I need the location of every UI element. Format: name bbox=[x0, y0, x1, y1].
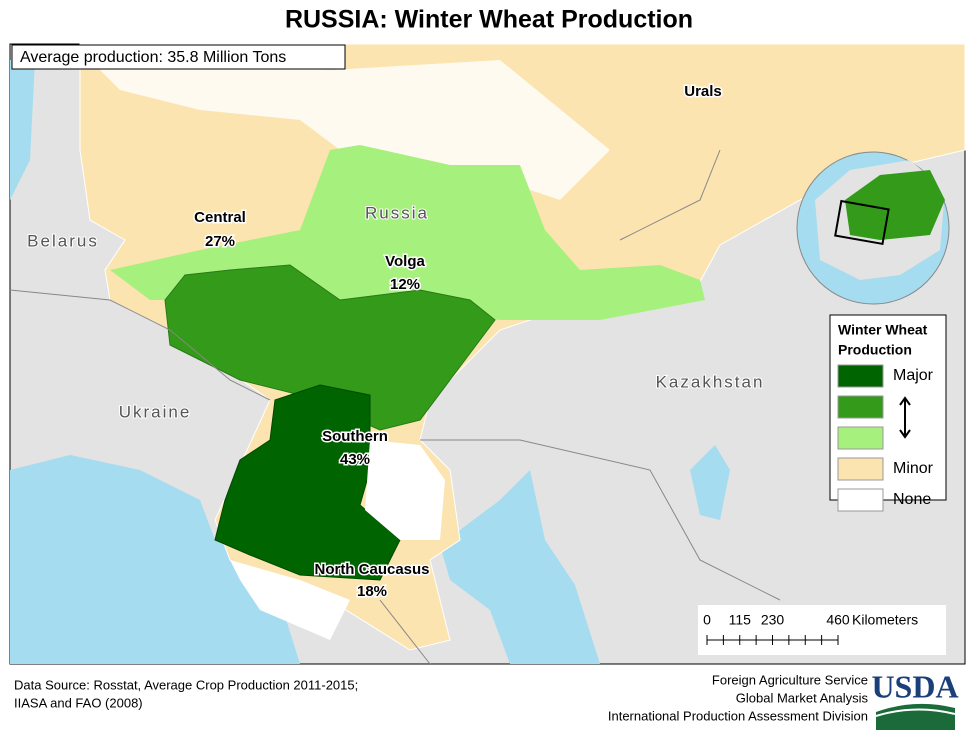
title: RUSSIA: Winter Wheat Production bbox=[285, 6, 693, 34]
source: IIASA and FAO (2008) bbox=[14, 695, 143, 710]
logo-text: USDA bbox=[871, 668, 958, 704]
legend-arrow bbox=[899, 396, 911, 439]
medium-green-area bbox=[164, 264, 496, 431]
scale-label: 115 bbox=[729, 612, 752, 628]
region-share: 43% bbox=[340, 451, 370, 468]
baltic-sea bbox=[10, 60, 35, 200]
country-name: Belarus bbox=[27, 231, 99, 250]
region-name: Urals bbox=[684, 83, 722, 100]
region-share: 27% bbox=[205, 233, 235, 250]
legend-swatch bbox=[837, 395, 884, 419]
borders bbox=[9, 149, 781, 665]
legend-label: None bbox=[893, 491, 931, 508]
logo-stripe bbox=[875, 708, 956, 717]
none-patch bbox=[230, 560, 350, 640]
country-name: Kazakhstan bbox=[656, 372, 765, 391]
average-box bbox=[11, 44, 346, 70]
scale-bar: 0 115 230 460 Kilometers bbox=[698, 605, 946, 655]
average-production: Average production: 35.8 Million Tons bbox=[20, 49, 286, 66]
map: Average production: 35.8 Million Tons Ce… bbox=[9, 43, 966, 665]
dark-green-area bbox=[214, 384, 401, 581]
country-name: Ukraine bbox=[119, 402, 192, 421]
legend-label: Major bbox=[893, 367, 934, 384]
legend-title: Winter Wheat bbox=[838, 322, 928, 338]
legend: Winter Wheat Production Major Minor None bbox=[829, 314, 947, 512]
black-sea bbox=[10, 455, 300, 664]
credit: International Production Assessment Divi… bbox=[608, 708, 868, 723]
none-patch bbox=[365, 440, 445, 540]
legend-swatch bbox=[837, 457, 884, 481]
credit: Foreign Agriculture Service bbox=[712, 672, 868, 687]
legend-swatch bbox=[837, 364, 884, 388]
scale-label: 460 bbox=[826, 612, 850, 628]
region-share: 18% bbox=[357, 583, 387, 600]
source: Data Source: Rosstat, Average Crop Produ… bbox=[14, 677, 358, 692]
legend-label: Minor bbox=[893, 460, 934, 477]
country-name: Russia bbox=[365, 203, 429, 222]
legend-swatch bbox=[837, 488, 884, 512]
region-name: Southern bbox=[322, 428, 388, 445]
scale-label: 0 bbox=[703, 612, 711, 628]
scale-label: 230 bbox=[761, 612, 785, 628]
usda-logo: USDA bbox=[871, 668, 959, 730]
region-name: Central bbox=[194, 209, 246, 226]
globe-inset bbox=[796, 151, 950, 305]
credit: Global Market Analysis bbox=[736, 690, 869, 705]
legend-title: Production bbox=[838, 342, 912, 358]
region-name: North Caucasus bbox=[314, 561, 429, 578]
scale-box bbox=[698, 605, 946, 655]
region-name: Volga bbox=[385, 253, 425, 270]
caspian-sea bbox=[440, 470, 600, 664]
scale-unit: Kilometers bbox=[852, 612, 918, 628]
logo-field bbox=[876, 703, 955, 730]
region-share: 12% bbox=[390, 276, 420, 293]
legend-swatch bbox=[837, 426, 884, 450]
aral-sea bbox=[690, 445, 730, 520]
